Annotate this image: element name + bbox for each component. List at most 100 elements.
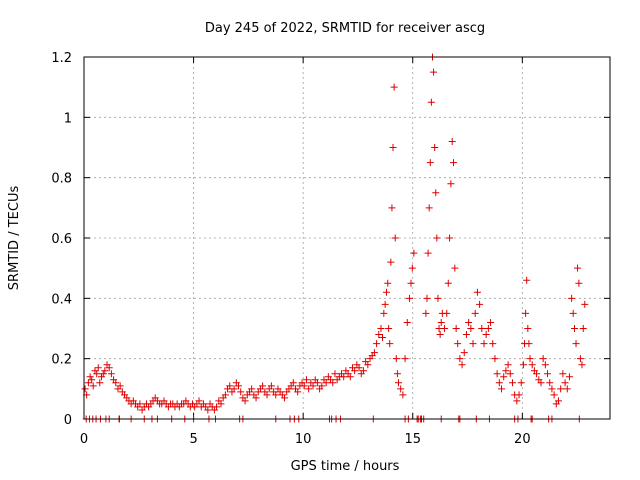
data-point [377, 325, 385, 332]
data-point [443, 309, 451, 317]
y-tick-label: 0.4 [51, 292, 72, 307]
data-point [302, 376, 310, 384]
data-point [382, 288, 390, 296]
data-point [281, 394, 289, 402]
data-point [525, 340, 533, 348]
y-tick-label: 0.8 [51, 172, 72, 187]
data-point [563, 385, 571, 393]
data-point [460, 349, 468, 357]
data-point [300, 382, 308, 390]
data-point [430, 68, 438, 76]
data-point [447, 180, 455, 188]
data-point [476, 300, 484, 308]
x-axis-label: GPS time / hours [291, 459, 400, 474]
data-point [523, 276, 531, 284]
data-point [230, 385, 238, 393]
data-point [403, 318, 411, 326]
data-point [195, 397, 203, 405]
data-point [267, 382, 275, 390]
data-point [392, 355, 400, 363]
data-point [204, 406, 212, 414]
data-point [541, 361, 549, 369]
data-point [465, 318, 473, 326]
data-point [313, 379, 321, 387]
data-point [433, 234, 441, 242]
data-point [386, 340, 394, 348]
data-point [401, 355, 409, 363]
data-point [248, 385, 256, 393]
data-point [482, 331, 490, 339]
data-point [581, 300, 589, 308]
data-point [397, 385, 405, 393]
data-point [487, 318, 495, 326]
data-point [370, 349, 378, 357]
data-point [263, 391, 271, 399]
data-point [491, 355, 499, 363]
data-point [441, 325, 449, 332]
data-point [387, 258, 395, 266]
data-point [136, 400, 144, 408]
data-point [226, 382, 234, 390]
data-point [107, 370, 115, 378]
data-point [329, 379, 337, 387]
data-point [462, 331, 470, 339]
y-tick-label: 1.2 [51, 51, 72, 66]
data-point [557, 385, 565, 393]
data-point [570, 325, 578, 332]
data-point [489, 340, 497, 348]
data-point [576, 355, 584, 363]
data-point [84, 379, 92, 387]
data-point [399, 391, 407, 399]
data-point [355, 364, 363, 372]
data-point [484, 325, 492, 332]
data-point [331, 370, 339, 378]
data-point [384, 279, 392, 287]
y-tick-label: 0.6 [51, 232, 72, 247]
data-point [526, 355, 534, 363]
data-point [305, 385, 313, 393]
data-point [574, 264, 582, 272]
y-tick-label: 0.2 [51, 353, 72, 368]
data-point [423, 294, 431, 302]
plot-frame [83, 56, 611, 420]
data-point [86, 373, 94, 381]
data-point [424, 249, 432, 257]
x-tick-label: 5 [189, 432, 197, 447]
data-point [522, 309, 530, 317]
data-point [93, 370, 101, 378]
data-point [524, 325, 532, 332]
data-point [519, 361, 527, 369]
data-point [213, 403, 221, 411]
data-point [235, 382, 243, 390]
data-point [480, 340, 488, 348]
x-tick-label: 10 [295, 432, 312, 447]
data-point [559, 370, 567, 378]
data-point [446, 234, 454, 242]
data-point [493, 370, 501, 378]
y-tick-label: 0 [64, 413, 72, 428]
data-point [94, 364, 102, 372]
data-point [458, 361, 466, 369]
data-point [431, 144, 439, 151]
data-point [381, 300, 389, 308]
data-point [359, 367, 367, 375]
x-tick-label: 0 [80, 432, 88, 447]
tick-labels: 0 5 10 15 20 0 0.2 0.4 0.6 0.8 1 1.2 [51, 51, 530, 447]
data-point [478, 325, 486, 332]
data-point [272, 391, 280, 399]
data-point [221, 391, 229, 399]
data-point [544, 370, 552, 378]
data-point [91, 367, 99, 375]
data-point [575, 279, 583, 287]
data-point [259, 382, 267, 390]
data-point [504, 361, 512, 369]
data-point [471, 309, 479, 317]
data-point [322, 379, 330, 387]
data-point [561, 379, 569, 387]
data-point [379, 334, 387, 342]
data-point [289, 379, 297, 387]
data-point [98, 373, 106, 381]
data-point [448, 137, 456, 145]
data-point [340, 373, 348, 381]
